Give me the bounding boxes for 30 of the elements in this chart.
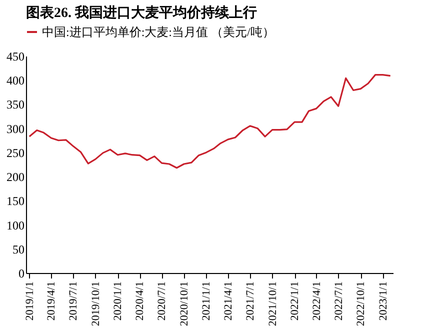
x-tick-label: 2019/4/1 [46, 282, 58, 321]
chart-title: 图表26. 我国进口大麦平均价持续上行 [26, 5, 257, 21]
x-tick-label: 2020/1/1 [112, 282, 124, 321]
y-tick-label: 150 [6, 194, 24, 208]
y-tick-label: 450 [6, 50, 24, 64]
y-tick-label: 400 [6, 74, 24, 88]
legend-label: 中国:进口平均单价:大麦:当月值 （美元/吨） [42, 25, 274, 39]
line-series [28, 74, 392, 169]
y-tick-label: 350 [6, 98, 24, 112]
y-tick-label: 300 [6, 122, 24, 136]
x-tick-label: 2022/7/1 [332, 282, 345, 321]
x-tick-label: 2023/1/1 [377, 282, 390, 321]
x-tick-label: 2021/4/1 [222, 282, 235, 321]
x-tick-label: 2021/7/1 [244, 282, 257, 321]
x-tick-label: 2022/4/1 [310, 282, 323, 321]
x-tick-label: 2019/1/1 [24, 282, 36, 321]
y-tick-label: 250 [6, 146, 24, 160]
x-tick-label: 2021/10/1 [266, 282, 279, 326]
x-tick-label: 2019/7/1 [68, 282, 80, 321]
x-tick-label: 2021/1/1 [200, 282, 213, 321]
y-tick-label: 50 [12, 242, 24, 256]
x-tick-label: 2022/10/1 [355, 282, 368, 326]
x-tick-label: 2020/4/1 [134, 282, 146, 321]
y-tick-label: 200 [6, 170, 24, 184]
y-tick-label: 100 [6, 218, 24, 232]
x-tick-label: 2020/10/1 [178, 282, 190, 326]
y-tick-label: 0 [18, 266, 24, 280]
x-tick-label: 2022/1/1 [289, 282, 302, 321]
x-tick-label: 2020/7/1 [156, 282, 168, 321]
x-tick-label: 2019/10/1 [90, 282, 102, 326]
